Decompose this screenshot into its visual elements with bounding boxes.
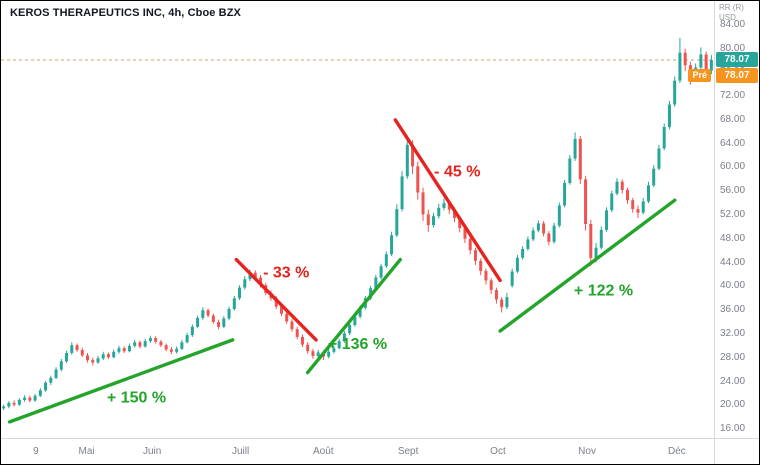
time-tick-label: Oct [490, 446, 506, 457]
time-tick-label: Mai [78, 446, 95, 457]
price-tick-label: 84.00 [720, 18, 746, 30]
axis-corner-line2: USD [719, 13, 736, 22]
trend-line[interactable] [393, 118, 502, 283]
pre-market-tag: Pré [688, 69, 711, 83]
time-tick-label: Déc [668, 446, 686, 457]
price-tick-label: 68.00 [720, 113, 746, 125]
trend-label: + 136 % [328, 336, 387, 353]
price-tick-label: 72.00 [720, 90, 746, 102]
axis-corner-box [714, 439, 759, 464]
symbol-legend: KEROS THERAPEUTICS INC, 4h, Cboe BZX [10, 7, 241, 19]
price-tick-label: 20.00 [720, 399, 746, 411]
price-axis[interactable]: RR (R) USD 78.07 78.07 84.0080.0076.0072… [714, 1, 759, 438]
price-tick-label: 52.00 [720, 209, 746, 221]
pre-market-price-badge: 78.07 [716, 68, 758, 84]
price-tick-label: 40.00 [720, 280, 746, 292]
price-tick-label: 80.00 [720, 42, 746, 54]
time-tick-label: Juin [142, 446, 162, 457]
price-tick-label: 44.00 [720, 256, 746, 268]
candles-layer [2, 37, 713, 411]
trend-line[interactable] [305, 257, 402, 375]
time-tick-label: Nov [578, 446, 596, 457]
price-tick-label: 56.00 [720, 185, 746, 197]
price-tick-label: 16.00 [720, 423, 746, 435]
axis-corner-line1: RR (R) [719, 3, 744, 12]
trend-label: - 33 % [263, 265, 309, 282]
trend-label: - 45 % [434, 163, 480, 180]
candlestick-chart[interactable]: + 150 % - 33 % + 136 % - 45 % + 122 % [1, 1, 714, 438]
price-tick-label: 32.00 [720, 327, 746, 339]
price-tick-label: 28.00 [720, 351, 746, 363]
time-tick-label: 9 [33, 446, 39, 457]
trend-line[interactable] [498, 198, 677, 333]
price-tick-label: 36.00 [720, 304, 746, 316]
trend-line[interactable] [7, 338, 235, 424]
axis-corner-info: RR (R) USD [719, 3, 744, 23]
price-tick-label: 64.00 [720, 137, 746, 149]
chart-plot-area[interactable]: KEROS THERAPEUTICS INC, 4h, Cboe BZX + 1… [1, 1, 714, 438]
time-axis-labels[interactable]: 9 Mai Juin Juill Août Sept Oct Nov Déc [1, 439, 714, 464]
price-tick-label: 24.00 [720, 375, 746, 387]
time-tick-label: Sept [397, 446, 419, 457]
time-tick-label: Août [312, 446, 334, 457]
time-axis[interactable]: 9 Mai Juin Juill Août Sept Oct Nov Déc [1, 438, 759, 464]
trend-line[interactable] [234, 257, 318, 342]
price-tick-label: 60.00 [720, 161, 746, 173]
price-tick-label: 48.00 [720, 232, 746, 244]
trend-label: + 122 % [574, 282, 633, 299]
current-price-badge: 78.07 [716, 52, 758, 68]
trend-label: + 150 % [107, 389, 166, 406]
time-tick-label: Juill [231, 446, 250, 457]
